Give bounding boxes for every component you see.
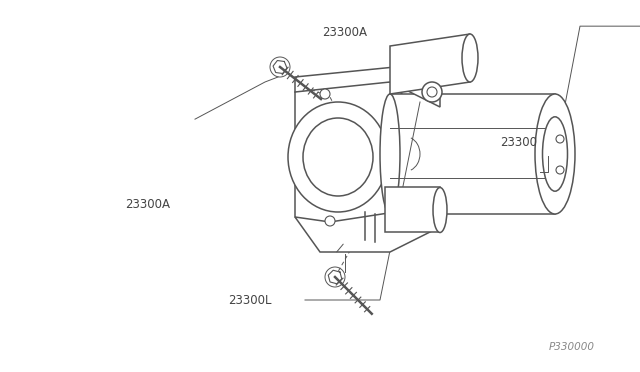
Ellipse shape xyxy=(303,118,373,196)
Polygon shape xyxy=(328,270,342,284)
Circle shape xyxy=(325,267,345,287)
Polygon shape xyxy=(273,61,287,74)
Ellipse shape xyxy=(543,117,568,191)
Polygon shape xyxy=(295,77,415,242)
Ellipse shape xyxy=(462,34,478,82)
Ellipse shape xyxy=(380,94,400,214)
Circle shape xyxy=(325,216,335,226)
Text: 23300A: 23300A xyxy=(323,26,367,38)
Ellipse shape xyxy=(288,102,388,212)
FancyBboxPatch shape xyxy=(385,187,440,232)
Text: 23300A: 23300A xyxy=(125,198,170,211)
Circle shape xyxy=(556,166,564,174)
Text: 23300L: 23300L xyxy=(228,294,271,307)
Polygon shape xyxy=(295,207,440,252)
Ellipse shape xyxy=(535,94,575,214)
Circle shape xyxy=(422,82,442,102)
Polygon shape xyxy=(390,34,470,94)
Circle shape xyxy=(270,57,290,77)
Circle shape xyxy=(556,135,564,143)
Polygon shape xyxy=(295,67,440,107)
Ellipse shape xyxy=(433,187,447,232)
Text: 23300: 23300 xyxy=(500,135,537,148)
Circle shape xyxy=(427,87,437,97)
Circle shape xyxy=(320,89,330,99)
Text: P330000: P330000 xyxy=(549,342,595,352)
FancyBboxPatch shape xyxy=(390,94,555,214)
